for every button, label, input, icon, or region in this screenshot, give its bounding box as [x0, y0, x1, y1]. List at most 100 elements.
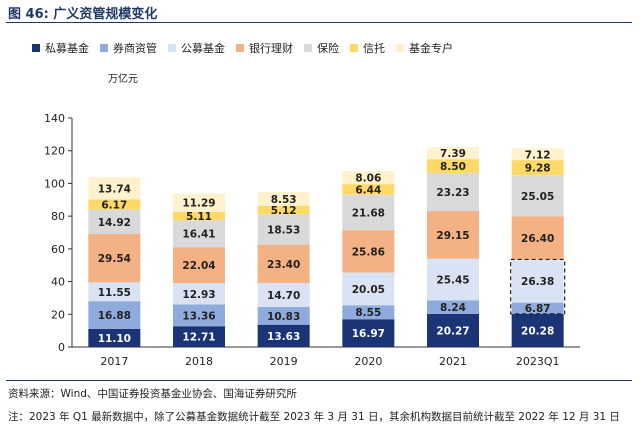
data-label: 13.63 [267, 331, 300, 343]
data-label: 13.74 [98, 183, 131, 195]
bar-segment [173, 326, 225, 347]
data-label: 14.92 [98, 217, 131, 229]
legend-item: 私募基金 [32, 40, 89, 56]
data-label: 6.44 [355, 184, 381, 196]
data-label: 8.24 [440, 302, 466, 314]
legend-item: 券商资管 [100, 40, 157, 56]
data-label: 8.55 [355, 307, 381, 319]
bar-segment [257, 214, 310, 245]
data-label: 11.10 [98, 333, 131, 345]
x-tick-label: 2017 [100, 355, 128, 368]
bar-segment [511, 302, 564, 314]
bar-segment [342, 319, 395, 347]
bar-segment [257, 324, 310, 347]
legend-label: 公募基金 [181, 42, 225, 55]
bar-segment [173, 247, 225, 284]
bar-segment [342, 194, 395, 231]
bar-segment [427, 313, 479, 347]
bar-segment [511, 259, 564, 303]
data-label: 23.23 [436, 187, 469, 199]
legend-swatch [350, 44, 358, 52]
data-label: 8.53 [271, 194, 297, 206]
data-label: 8.06 [355, 173, 381, 185]
bar-segment [88, 328, 141, 347]
bar-segment [88, 199, 141, 210]
bar-segment [511, 216, 564, 260]
data-label: 20.27 [436, 325, 469, 337]
data-label: 16.97 [352, 328, 385, 340]
data-label: 6.87 [525, 303, 551, 315]
data-label: 25.86 [352, 246, 385, 258]
bar-segment [427, 258, 479, 301]
bar-segment [257, 306, 310, 325]
bar-segment [511, 313, 564, 347]
data-label: 23.40 [267, 259, 300, 271]
bar-segment [173, 283, 225, 305]
footnote: 注：2023 年 Q1 最新数据中，除了公募基金数据统计截至 2023 年 3 … [8, 411, 620, 423]
data-label: 7.12 [525, 149, 551, 161]
y-tick-label: 40 [51, 276, 65, 289]
legend-item: 保险 [304, 40, 339, 56]
title-divider [6, 22, 632, 23]
bar-segment [427, 159, 479, 174]
bar-segment [342, 230, 395, 273]
data-label: 12.93 [182, 289, 215, 301]
data-label: 20.05 [352, 284, 385, 296]
data-label: 18.53 [267, 225, 300, 237]
data-label: 14.70 [267, 290, 300, 302]
bar-segment [257, 282, 310, 307]
legend-swatch [32, 44, 40, 52]
y-tick-label: 60 [51, 243, 65, 256]
data-label: 11.55 [98, 287, 131, 299]
legend-item: 信托 [350, 40, 385, 56]
bar-segment [88, 234, 141, 283]
legend-item: 银行理财 [236, 40, 293, 56]
legend-label: 券商资管 [113, 42, 157, 55]
legend-item: 公募基金 [168, 40, 225, 56]
x-tick-label: 2019 [270, 355, 298, 368]
data-label: 5.12 [271, 205, 297, 217]
data-label: 5.11 [186, 211, 212, 223]
bar-segment [427, 173, 479, 212]
bar-segment [427, 211, 479, 259]
data-label: 20.28 [521, 325, 554, 337]
y-tick-label: 0 [58, 341, 65, 354]
y-tick-label: 100 [44, 177, 65, 190]
bar-segment [511, 148, 564, 161]
data-label: 26.40 [521, 233, 554, 245]
bar-segment [257, 205, 310, 215]
data-label: 10.83 [267, 311, 300, 323]
legend-swatch [100, 44, 108, 52]
bar-segment [173, 211, 225, 221]
x-tick-label: 2020 [354, 355, 382, 368]
x-tick-label: 2018 [185, 355, 213, 368]
bar-segment [88, 209, 141, 235]
bar-segment [342, 305, 395, 320]
y-tick-label: 140 [44, 112, 65, 125]
legend-item: 基金专户 [396, 40, 453, 56]
bar-segment [427, 147, 479, 160]
data-label: 29.15 [436, 230, 469, 242]
legend-swatch [168, 44, 176, 52]
legend-label: 银行理财 [249, 42, 293, 55]
data-label: 29.54 [98, 253, 131, 265]
y-axis-unit-label: 万亿元 [108, 72, 138, 85]
bar-segment [511, 160, 564, 176]
x-tick-label: 2021 [439, 355, 467, 368]
bar-segment [257, 244, 310, 283]
y-tick-label: 80 [51, 210, 65, 223]
bar-segment [173, 304, 225, 327]
legend-swatch [236, 44, 244, 52]
legend-label: 私募基金 [45, 42, 89, 55]
bar-segment [342, 272, 395, 306]
bar-segment [511, 175, 564, 217]
bar-segment [173, 193, 225, 212]
y-tick-label: 20 [51, 308, 65, 321]
data-label: 21.68 [352, 207, 385, 219]
chart-legend: 私募基金 券商资管 公募基金 银行理财 保险 信托 基金专户 [32, 40, 464, 56]
legend-swatch [304, 44, 312, 52]
bottom-divider [6, 380, 632, 381]
data-label: 9.28 [525, 163, 551, 175]
data-label: 12.71 [182, 332, 215, 344]
data-label: 26.38 [521, 276, 554, 288]
